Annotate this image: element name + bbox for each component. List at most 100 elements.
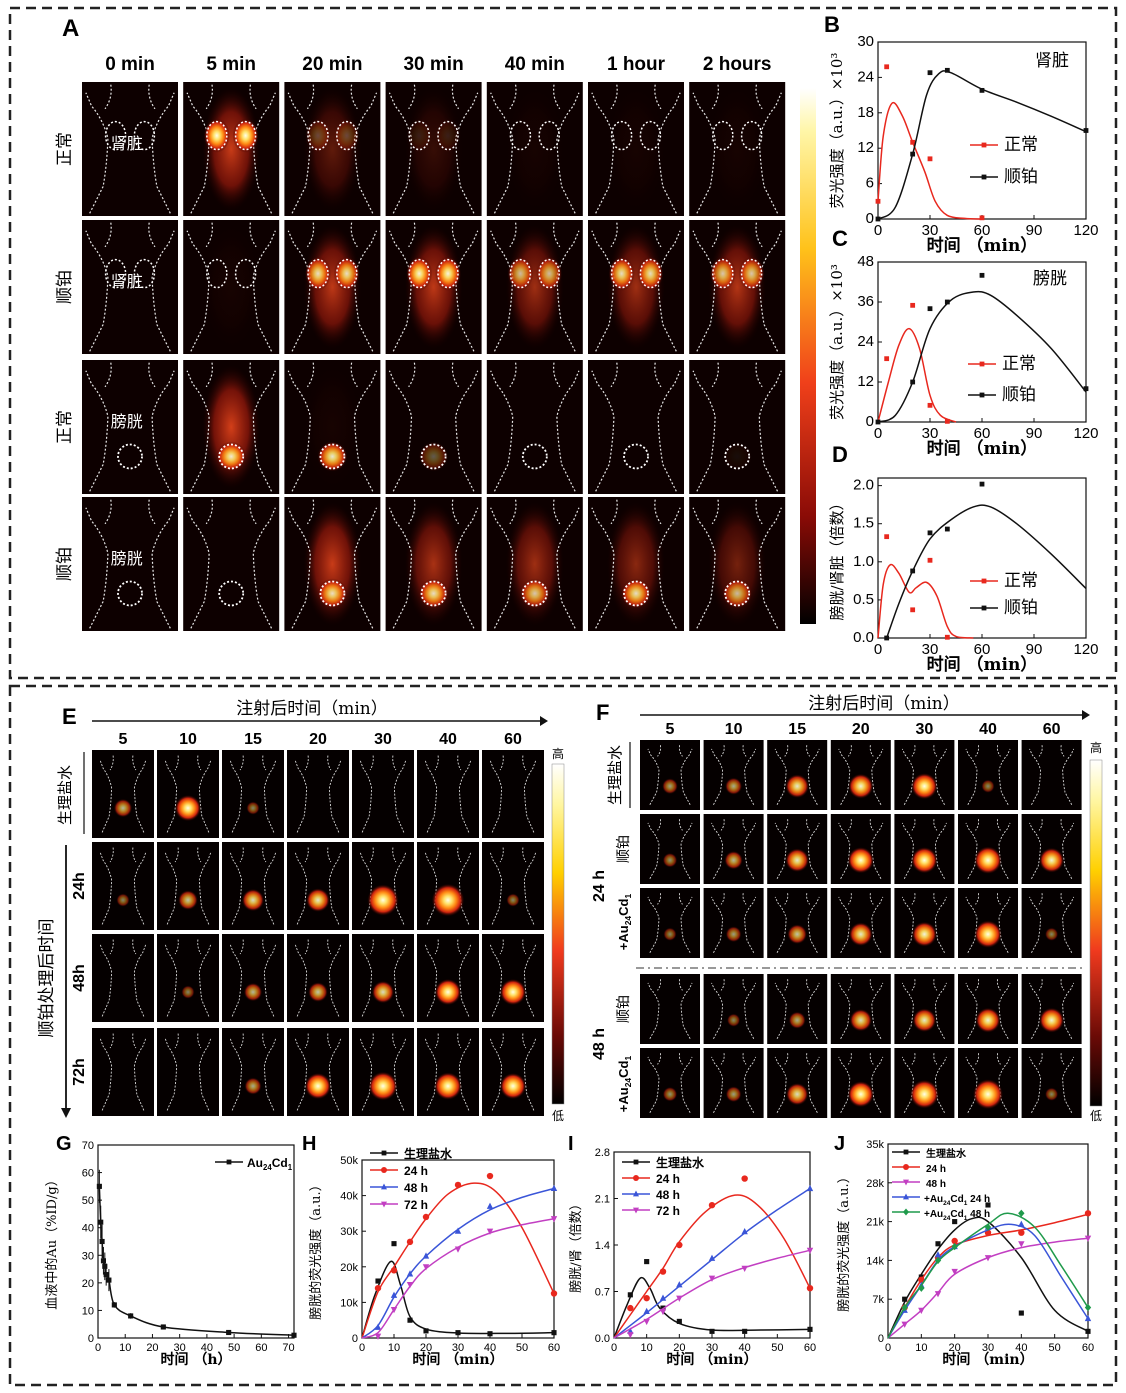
column-header: 15 bbox=[788, 721, 806, 738]
panel-f-letter: F bbox=[596, 700, 609, 725]
image-cell bbox=[92, 934, 154, 1022]
legend-label: 顺铂 bbox=[1004, 167, 1038, 187]
image-cell bbox=[417, 1028, 479, 1116]
image-cell bbox=[287, 934, 349, 1022]
panel-a: 0 min 5 min 20 min 30 min 40 min 1 hour 2 hour… bbox=[55, 54, 786, 631]
legend-marker bbox=[979, 392, 985, 398]
data-point bbox=[659, 1268, 667, 1275]
legend-label: +Au24Cd1 48 h bbox=[924, 1209, 990, 1222]
y-tick-label: 30 bbox=[82, 1250, 94, 1262]
scale-low-label: 低 bbox=[1090, 1109, 1102, 1123]
mouse-outline bbox=[901, 979, 947, 1039]
image-cell bbox=[1021, 888, 1082, 958]
mouse-outline bbox=[99, 847, 147, 925]
mouse-outline bbox=[774, 893, 820, 953]
mouse-outline bbox=[1029, 745, 1075, 805]
body-signal bbox=[303, 87, 362, 211]
legend-label: 正常 bbox=[1004, 135, 1038, 155]
image-cell bbox=[640, 740, 700, 810]
legend-marker bbox=[903, 1193, 909, 1200]
data-point bbox=[1084, 1303, 1092, 1312]
image-cell bbox=[1021, 740, 1082, 810]
label-part: 1 bbox=[623, 894, 633, 899]
bladder-signal bbox=[418, 578, 449, 609]
plot-frame bbox=[613, 1151, 811, 1339]
bladder-signal bbox=[241, 888, 265, 912]
legend-label: 48 h bbox=[404, 1181, 428, 1195]
bladder-signal bbox=[499, 1072, 527, 1100]
mouse-outline bbox=[164, 939, 212, 1017]
mouse-outline bbox=[901, 1053, 947, 1113]
data-point bbox=[934, 1251, 942, 1258]
kidney-roi bbox=[740, 120, 763, 151]
x-tick-label: 0 bbox=[885, 1342, 891, 1354]
bladder-signal bbox=[244, 1077, 262, 1095]
mouse-outline bbox=[774, 1053, 820, 1113]
mouse-outline bbox=[647, 745, 693, 805]
legend-label: 48 h bbox=[926, 1179, 946, 1190]
kidney-signal bbox=[738, 256, 765, 291]
data-point bbox=[741, 1228, 748, 1235]
legend-marker bbox=[903, 1164, 909, 1170]
label-part: 1 bbox=[623, 1056, 633, 1061]
series bbox=[613, 1184, 814, 1339]
data-point bbox=[951, 1237, 958, 1245]
data-point bbox=[984, 1255, 992, 1262]
series bbox=[96, 1169, 297, 1338]
row-label: 正常 bbox=[55, 132, 75, 166]
organ-label: 膀胱 bbox=[111, 412, 143, 431]
legend-marker bbox=[903, 1149, 909, 1155]
legend-label: 24 h bbox=[926, 1164, 946, 1175]
y-tick-label: 0.0 bbox=[853, 629, 874, 646]
plot-frame bbox=[97, 1144, 295, 1339]
data-point bbox=[422, 1252, 430, 1259]
kidney-roi bbox=[307, 258, 329, 289]
kidney-signal bbox=[232, 118, 259, 153]
y-axis-label: 荧光强度（a.u.）×10³ bbox=[828, 264, 846, 420]
data-point bbox=[374, 1284, 382, 1292]
series bbox=[875, 272, 1089, 425]
x-tick-label: 10 bbox=[388, 1342, 400, 1354]
panel-annotation: 肾脏 bbox=[1035, 51, 1069, 71]
kidney-roi bbox=[437, 258, 459, 289]
data-point bbox=[643, 1307, 650, 1314]
colorbar bbox=[551, 763, 565, 1105]
mouse-outline bbox=[774, 819, 820, 879]
data-point bbox=[979, 215, 985, 221]
column-header: 1 hour bbox=[607, 54, 666, 75]
series-line bbox=[613, 1249, 811, 1339]
kidney-roi bbox=[408, 120, 430, 151]
bladder-roi bbox=[319, 580, 346, 607]
mouse-outline bbox=[838, 979, 884, 1039]
bladder-signal bbox=[662, 778, 678, 795]
panel-a-colorbar bbox=[800, 88, 816, 624]
mouse-outline bbox=[1029, 819, 1075, 879]
mouse-outline bbox=[424, 755, 472, 833]
series bbox=[877, 302, 957, 424]
data-point bbox=[103, 1272, 109, 1278]
y-tick-label: 35k bbox=[866, 1139, 884, 1151]
image-cell bbox=[385, 360, 482, 494]
bladder-signal bbox=[847, 847, 874, 874]
x-tick-label: 30 bbox=[174, 1342, 186, 1354]
x-tick-label: 30 bbox=[922, 425, 939, 442]
mouse-outline bbox=[424, 847, 472, 925]
label-part: Cd bbox=[950, 1194, 963, 1205]
data-point bbox=[927, 557, 933, 563]
bladder-signal bbox=[621, 578, 651, 609]
data-point bbox=[1084, 1210, 1092, 1217]
y-tick-label: 12 bbox=[857, 139, 874, 156]
mouse-outline bbox=[901, 893, 947, 953]
data-point bbox=[99, 1238, 105, 1245]
arrow-head bbox=[1082, 710, 1090, 720]
image-cell bbox=[640, 888, 700, 958]
legend-label: 72 h bbox=[656, 1204, 680, 1218]
legend-marker bbox=[981, 605, 987, 611]
x-tick-label: 40 bbox=[201, 1342, 213, 1354]
image-cell bbox=[482, 934, 544, 1022]
data-point bbox=[884, 534, 890, 540]
data-point bbox=[676, 1295, 683, 1302]
mouse-outline bbox=[647, 893, 693, 953]
data-point bbox=[455, 1330, 461, 1336]
data-point bbox=[935, 1241, 941, 1247]
